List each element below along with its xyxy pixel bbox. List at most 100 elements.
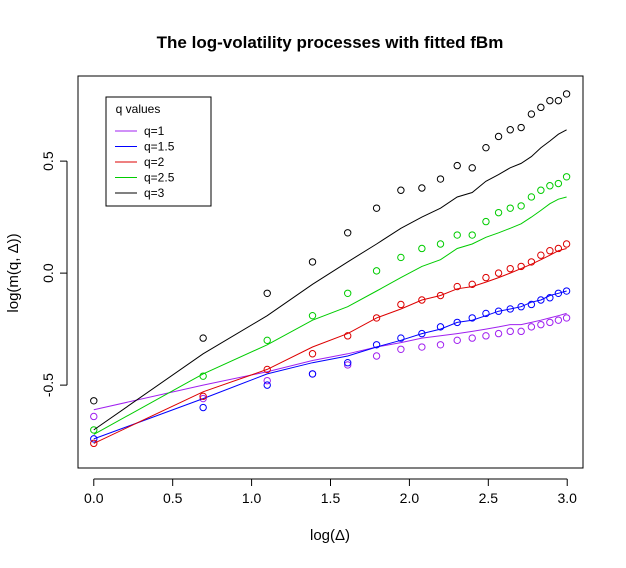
data-point-q-1-5 <box>517 303 525 311</box>
data-point-q-1-5 <box>436 323 445 331</box>
data-point-q-1-5 <box>90 435 98 443</box>
y-axis: -0.5 0.0 0.5 <box>40 151 68 397</box>
chart-title: The log-volatility processes with fitted… <box>157 33 504 52</box>
data-point-q-2-5 <box>418 244 426 253</box>
legend: q values q=1 q=1.5q=2 q=2.5q=3 <box>105 96 212 207</box>
data-point-q-2 <box>468 280 476 289</box>
data-point-q-3 <box>397 186 405 194</box>
data-point-q-1 <box>199 394 207 403</box>
data-point-q-3 <box>453 161 461 170</box>
data-point-q-1-5 <box>263 381 271 389</box>
legend-items: q=1 q=1.5q=2 q=2.5q=3 <box>115 124 175 200</box>
data-point-q-3 <box>418 184 426 192</box>
data-point-q-2 <box>397 300 405 309</box>
data-point-q-1 <box>263 376 271 385</box>
fit-line-q-3 <box>93 129 567 431</box>
data-point-q-3 <box>482 143 490 152</box>
data-point-q-1 <box>482 332 490 340</box>
x-axis-label: log(Δ) <box>310 527 350 544</box>
data-point-q-1-5 <box>546 294 554 302</box>
data-point-q-1-5 <box>453 318 461 327</box>
data-point-q-2-5 <box>468 231 476 239</box>
data-point-q-1-5 <box>554 289 563 297</box>
data-point-q-2-5 <box>527 193 536 201</box>
legend-label-q-1: q=1 <box>144 124 165 138</box>
data-point-q-3 <box>468 164 476 172</box>
data-point-q-3 <box>90 397 98 405</box>
data-point-q-1-5 <box>537 296 545 304</box>
data-point-q-1-5 <box>494 307 503 315</box>
data-point-q-1 <box>554 316 563 324</box>
data-point-q-2-5 <box>517 202 525 210</box>
data-point-q-2-5 <box>436 240 445 248</box>
data-point-q-1-5 <box>418 329 426 338</box>
data-point-q-3 <box>554 96 563 105</box>
data-point-q-2-5 <box>308 311 317 320</box>
data-point-q-1-5 <box>372 341 381 349</box>
x-tick-label: 2.0 <box>400 490 420 506</box>
plot-area <box>90 90 571 448</box>
y-axis-label: log(m(q, Δ)) <box>5 233 22 312</box>
legend-box <box>105 96 212 207</box>
data-point-q-3 <box>308 258 317 266</box>
data-point-q-2 <box>418 296 426 304</box>
y-tick-label: -0.5 <box>40 373 56 397</box>
data-point-q-2 <box>517 262 525 271</box>
data-point-q-2 <box>554 244 563 253</box>
plot-frame <box>77 75 584 469</box>
data-point-q-2 <box>546 247 554 255</box>
data-point-q-2 <box>263 365 271 374</box>
data-point-q-1-5 <box>397 334 405 342</box>
data-point-q-3 <box>372 204 381 212</box>
data-point-q-1 <box>527 323 536 331</box>
data-point-q-1 <box>453 336 461 345</box>
data-point-q-3 <box>537 103 545 112</box>
x-tick-label: 3.0 <box>557 490 577 506</box>
data-point-q-2-5 <box>482 217 490 226</box>
data-point-q-3 <box>517 123 525 132</box>
x-tick-label: 1.0 <box>242 490 262 506</box>
data-point-q-3 <box>562 90 571 98</box>
data-point-q-1-5 <box>562 287 571 295</box>
legend-label-q-2: q=2 <box>144 155 165 169</box>
data-point-q-1 <box>90 412 98 421</box>
data-point-q-2 <box>527 258 536 266</box>
data-point-q-1 <box>562 314 571 322</box>
data-point-q-2 <box>90 439 98 448</box>
data-point-q-3 <box>199 334 207 342</box>
data-point-q-3 <box>506 126 514 134</box>
fit-line-q-1-5 <box>93 290 567 440</box>
y-tick-label: 0.5 <box>40 151 56 171</box>
data-point-q-3 <box>527 110 536 118</box>
data-point-q-1 <box>506 327 514 336</box>
data-point-q-2-5 <box>546 182 554 190</box>
data-point-q-2-5 <box>506 204 514 212</box>
x-tick-label: 1.5 <box>321 490 341 506</box>
data-point-q-2 <box>344 332 352 340</box>
data-point-q-2-5 <box>453 231 461 239</box>
data-point-q-2 <box>453 282 461 291</box>
x-tick-label: 0.0 <box>84 490 104 506</box>
data-point-q-2 <box>308 350 317 358</box>
x-axis: 0.0 0.5 1.0 1.5 2.0 2.5 3.0 <box>84 478 577 506</box>
data-point-q-2 <box>506 264 514 273</box>
data-point-q-2 <box>537 251 545 259</box>
data-point-q-3 <box>263 289 271 297</box>
data-point-q-2 <box>199 392 207 401</box>
data-point-q-2-5 <box>537 186 545 194</box>
data-point-q-1 <box>546 318 554 327</box>
data-point-q-1-5 <box>468 314 476 322</box>
legend-label-q-3: q=3 <box>144 186 165 200</box>
data-point-q-1 <box>494 329 503 338</box>
data-point-q-2-5 <box>263 336 271 345</box>
data-point-q-1 <box>537 320 545 329</box>
fit-line-q-1 <box>93 312 567 411</box>
data-point-q-1-5 <box>344 359 352 367</box>
data-point-q-3 <box>436 175 445 183</box>
data-point-q-3 <box>494 132 503 141</box>
fit-line-q-2-5 <box>93 196 567 435</box>
data-point-q-1-5 <box>527 300 536 309</box>
data-point-q-2-5 <box>199 372 207 380</box>
data-point-q-2 <box>372 314 381 322</box>
